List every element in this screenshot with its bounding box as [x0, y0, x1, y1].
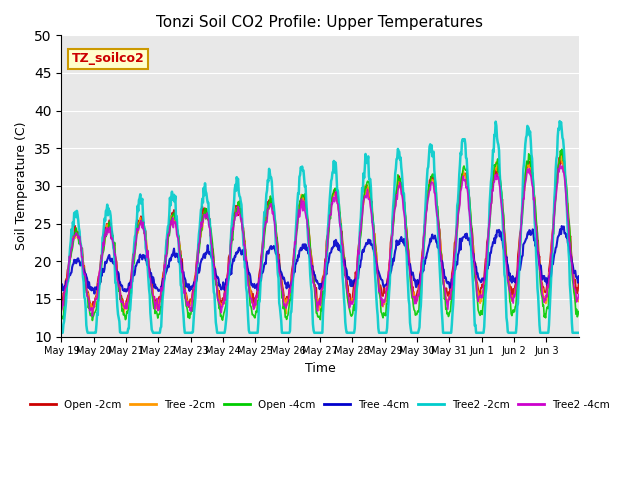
X-axis label: Time: Time: [305, 362, 335, 375]
Title: Tonzi Soil CO2 Profile: Upper Temperatures: Tonzi Soil CO2 Profile: Upper Temperatur…: [157, 15, 483, 30]
Y-axis label: Soil Temperature (C): Soil Temperature (C): [15, 122, 28, 250]
Text: TZ_soilco2: TZ_soilco2: [72, 52, 145, 65]
Legend: Open -2cm, Tree -2cm, Open -4cm, Tree -4cm, Tree2 -2cm, Tree2 -4cm: Open -2cm, Tree -2cm, Open -4cm, Tree -4…: [26, 396, 614, 414]
